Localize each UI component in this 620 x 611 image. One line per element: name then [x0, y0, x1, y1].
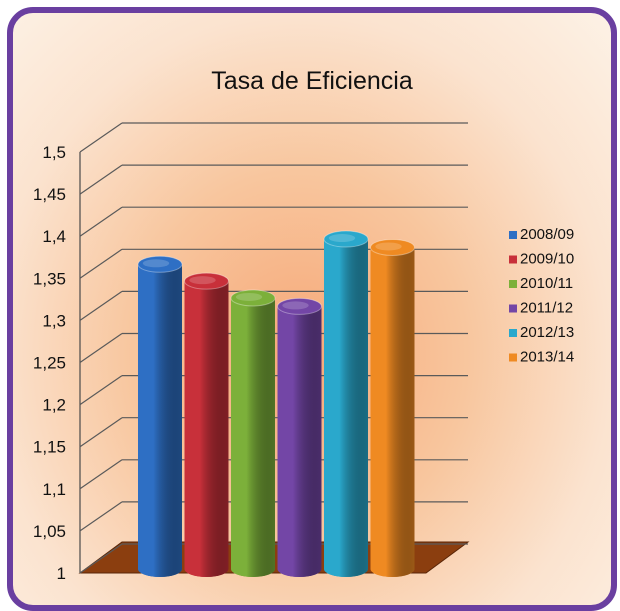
- legend-item-2010/11: 2010/11: [509, 275, 573, 292]
- legend-swatch: [509, 280, 517, 288]
- y-tick-label: 1,1: [42, 480, 66, 499]
- gridline-side: [79, 206, 123, 237]
- bar-2009/10: [184, 272, 229, 577]
- bar-highlight: [375, 242, 402, 251]
- y-tick-label: 1,4: [42, 227, 66, 246]
- y-tick-label: 1,3: [42, 311, 66, 330]
- legend-item-2008/09: 2008/09: [509, 226, 574, 243]
- gridline-side: [79, 164, 123, 195]
- gridline-side: [79, 501, 123, 532]
- y-tick-label: 1,35: [33, 269, 66, 288]
- bar-top: [323, 230, 369, 248]
- legend-swatch: [509, 304, 517, 313]
- y-tick-label: 1,2: [42, 396, 66, 415]
- bar-shading: [324, 239, 368, 578]
- legend-item-2013/14: 2013/14: [509, 349, 574, 366]
- bar-shading: [184, 281, 229, 577]
- legend-swatch: [509, 329, 517, 337]
- bar-top: [277, 297, 322, 315]
- bar-top: [184, 272, 229, 290]
- gridline-side: [79, 543, 123, 574]
- y-tick-label: 1,15: [33, 438, 66, 457]
- gridline-side: [79, 459, 123, 490]
- legend-item-2012/13: 2012/13: [509, 324, 574, 341]
- bar-shading: [370, 247, 415, 577]
- bar-2011/12: [277, 297, 322, 577]
- bar-highlight: [328, 234, 356, 243]
- chart-title: Tasa de Eficiencia: [211, 67, 413, 95]
- legend-swatch: [509, 255, 517, 264]
- gridline-side: [79, 417, 123, 448]
- bar-2008/09: [137, 255, 183, 577]
- bar-2013/14: [370, 238, 415, 577]
- bar-highlight: [282, 301, 309, 310]
- legend-label: 2013/14: [520, 349, 574, 366]
- gridline-side: [79, 290, 123, 321]
- y-tick-label: 1,45: [33, 185, 66, 204]
- y-tick-label: 1,5: [42, 143, 66, 162]
- gridline-side: [79, 248, 123, 279]
- y-tick-label: 1,25: [33, 354, 66, 373]
- y-tick-label: 1,05: [33, 522, 66, 541]
- bar-top: [370, 238, 415, 256]
- gridline-side: [79, 375, 123, 406]
- bar-shading: [277, 306, 322, 577]
- legend-item-2009/10: 2009/10: [509, 251, 574, 268]
- gridline-side: [79, 333, 123, 363]
- bar-shading: [231, 297, 275, 577]
- legend-label: 2012/13: [520, 324, 574, 341]
- legend-label: 2009/10: [520, 251, 574, 268]
- legend-swatch: [509, 231, 517, 239]
- legend-label: 2010/11: [520, 275, 573, 292]
- gridline-side: [79, 122, 123, 153]
- bar-2010/11: [230, 289, 276, 577]
- legend-label: 2008/09: [520, 226, 574, 243]
- bar-shading: [138, 264, 182, 577]
- legend-swatch: [509, 353, 517, 362]
- legend-label: 2011/12: [520, 300, 573, 317]
- bar-2012/13: [323, 230, 369, 578]
- bar-highlight: [142, 259, 170, 268]
- bar-top: [230, 289, 276, 307]
- legend-item-2011/12: 2011/12: [509, 300, 573, 317]
- bar-top: [137, 255, 183, 273]
- bar-highlight: [189, 276, 216, 285]
- bar-highlight: [235, 292, 263, 301]
- y-tick-label: 1: [57, 564, 66, 583]
